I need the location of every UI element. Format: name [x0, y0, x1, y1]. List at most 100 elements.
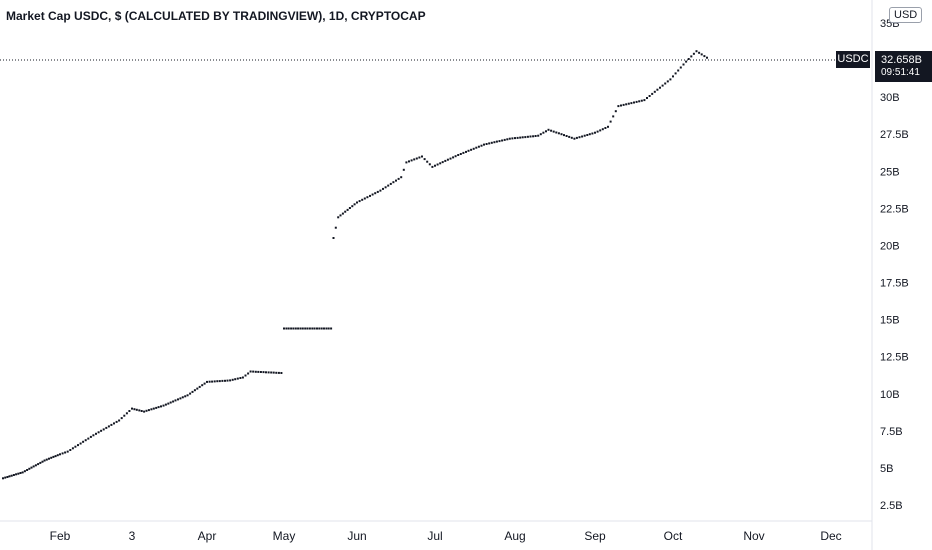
daily-candle [700, 53, 703, 56]
daily-candle [428, 163, 431, 166]
daily-candle [575, 136, 578, 139]
daily-candle [550, 129, 553, 132]
daily-candle [213, 380, 216, 383]
daily-candle [249, 370, 252, 373]
daily-candle [485, 143, 488, 145]
daily-candle [410, 159, 413, 162]
currency-button[interactable]: USD [889, 7, 923, 23]
daily-candle [89, 435, 92, 438]
daily-candle [408, 160, 410, 163]
daily-candle [164, 403, 167, 406]
daily-candle [532, 135, 535, 138]
daily-candle [351, 205, 354, 208]
daily-candle [679, 66, 682, 69]
daily-candle [578, 136, 581, 139]
daily-candle [152, 407, 155, 410]
daily-candle [363, 197, 366, 200]
y-tick-label: 17.5B [880, 278, 909, 290]
daily-candle [674, 72, 677, 75]
daily-candle [184, 395, 187, 398]
daily-candle [118, 419, 121, 422]
daily-candle [133, 408, 136, 411]
daily-candle [19, 472, 22, 474]
daily-candle [685, 60, 688, 63]
daily-candle [226, 379, 229, 382]
y-tick-label: 15B [880, 315, 900, 327]
daily-candle [292, 327, 295, 330]
daily-candle [275, 371, 278, 374]
price-axis: 2.5B 5B 7.5B 10B 12.5B 15B 17.5B 20B 22.5B 25B 27.… [880, 18, 909, 512]
daily-candle [54, 455, 57, 458]
daily-candle [316, 327, 318, 330]
daily-candle [313, 327, 316, 330]
daily-candle [162, 404, 165, 407]
daily-candle [508, 137, 511, 140]
daily-candle [690, 55, 693, 58]
daily-candle [59, 453, 61, 456]
daily-candle [519, 136, 522, 139]
daily-candle [17, 472, 20, 475]
daily-candle [402, 168, 405, 171]
daily-candle [664, 82, 667, 85]
daily-candle [23, 470, 26, 473]
daily-candle [434, 164, 436, 167]
daily-candle [56, 454, 59, 457]
daily-candle [501, 139, 504, 142]
daily-candle [198, 385, 201, 388]
daily-candle [135, 408, 138, 411]
daily-candle [563, 134, 565, 137]
x-tick-label: Dec [820, 529, 841, 543]
daily-candle [379, 189, 382, 192]
daily-candle [622, 103, 625, 106]
daily-candle [61, 452, 64, 455]
daily-candle [330, 327, 333, 330]
daily-candle [241, 376, 244, 379]
x-tick-label: Oct [664, 529, 683, 543]
daily-candle [247, 372, 250, 375]
daily-candle [452, 156, 455, 159]
daily-candle [609, 120, 612, 123]
daily-candle [150, 408, 153, 411]
daily-candle [457, 154, 460, 156]
daily-candle [346, 208, 349, 211]
daily-candle [369, 194, 371, 197]
daily-candle [270, 371, 273, 374]
daily-candle [591, 132, 594, 135]
daily-candle [12, 474, 15, 476]
daily-candle [301, 327, 304, 330]
daily-candle [259, 371, 262, 373]
daily-candle [706, 56, 708, 59]
daily-candle [125, 412, 128, 415]
daily-candle [387, 184, 390, 187]
daily-candle [638, 100, 641, 103]
daily-candle [45, 458, 48, 461]
daily-candle [143, 410, 146, 413]
daily-candle [446, 158, 449, 161]
daily-candle [439, 162, 442, 165]
daily-candle [95, 432, 97, 435]
last-price-value: 32.658B [881, 54, 922, 66]
daily-candle [140, 410, 143, 412]
daily-candle [26, 469, 29, 471]
daily-candle [542, 131, 545, 134]
daily-candle [586, 134, 589, 136]
daily-candle [272, 371, 275, 374]
x-tick-label: Feb [50, 529, 71, 543]
daily-candle [389, 182, 392, 185]
daily-candle [516, 136, 519, 139]
daily-candle [138, 409, 141, 412]
daily-candle [534, 135, 537, 137]
daily-candle [503, 138, 506, 141]
daily-candle [43, 459, 46, 462]
daily-candle [475, 146, 478, 149]
daily-candle [353, 203, 356, 206]
daily-candle [4, 476, 7, 479]
daily-candle [186, 394, 189, 397]
daily-candle [224, 379, 226, 382]
daily-candle [252, 370, 255, 373]
daily-candle [145, 409, 148, 412]
daily-candle [480, 144, 483, 147]
daily-candle [392, 181, 395, 184]
daily-candle [405, 161, 408, 164]
